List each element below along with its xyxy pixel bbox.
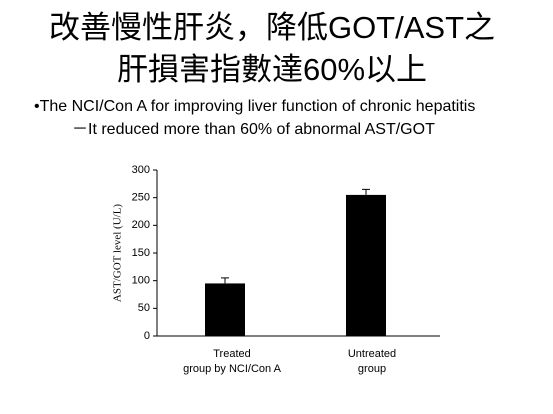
title-line: 改善慢性肝炎，降低GOT/AST之	[49, 10, 495, 45]
title-line: 肝損害指數達60%以上	[117, 52, 427, 87]
y-tick-label: 0	[144, 330, 150, 342]
bar	[205, 283, 245, 336]
x-tick-label: Untreated	[348, 348, 396, 360]
y-tick-label: 300	[132, 164, 150, 176]
x-tick-label: Treated	[213, 348, 251, 360]
y-tick-label: 200	[132, 219, 150, 231]
y-axis-label: AST/GOT level (U/L)	[112, 204, 124, 303]
x-tick-label: group	[358, 363, 386, 375]
bullet: •The NCI/Con A for improving liver funct…	[34, 98, 475, 115]
y-tick-label: 50	[138, 302, 150, 314]
y-tick-label: 250	[132, 192, 150, 204]
bar	[346, 194, 386, 336]
sub-bullet: －It reduced more than 60% of abnormal AS…	[72, 121, 435, 138]
y-tick-label: 150	[132, 247, 150, 259]
y-tick-label: 100	[132, 275, 150, 287]
x-tick-label: group by NCI/Con A	[183, 363, 281, 375]
